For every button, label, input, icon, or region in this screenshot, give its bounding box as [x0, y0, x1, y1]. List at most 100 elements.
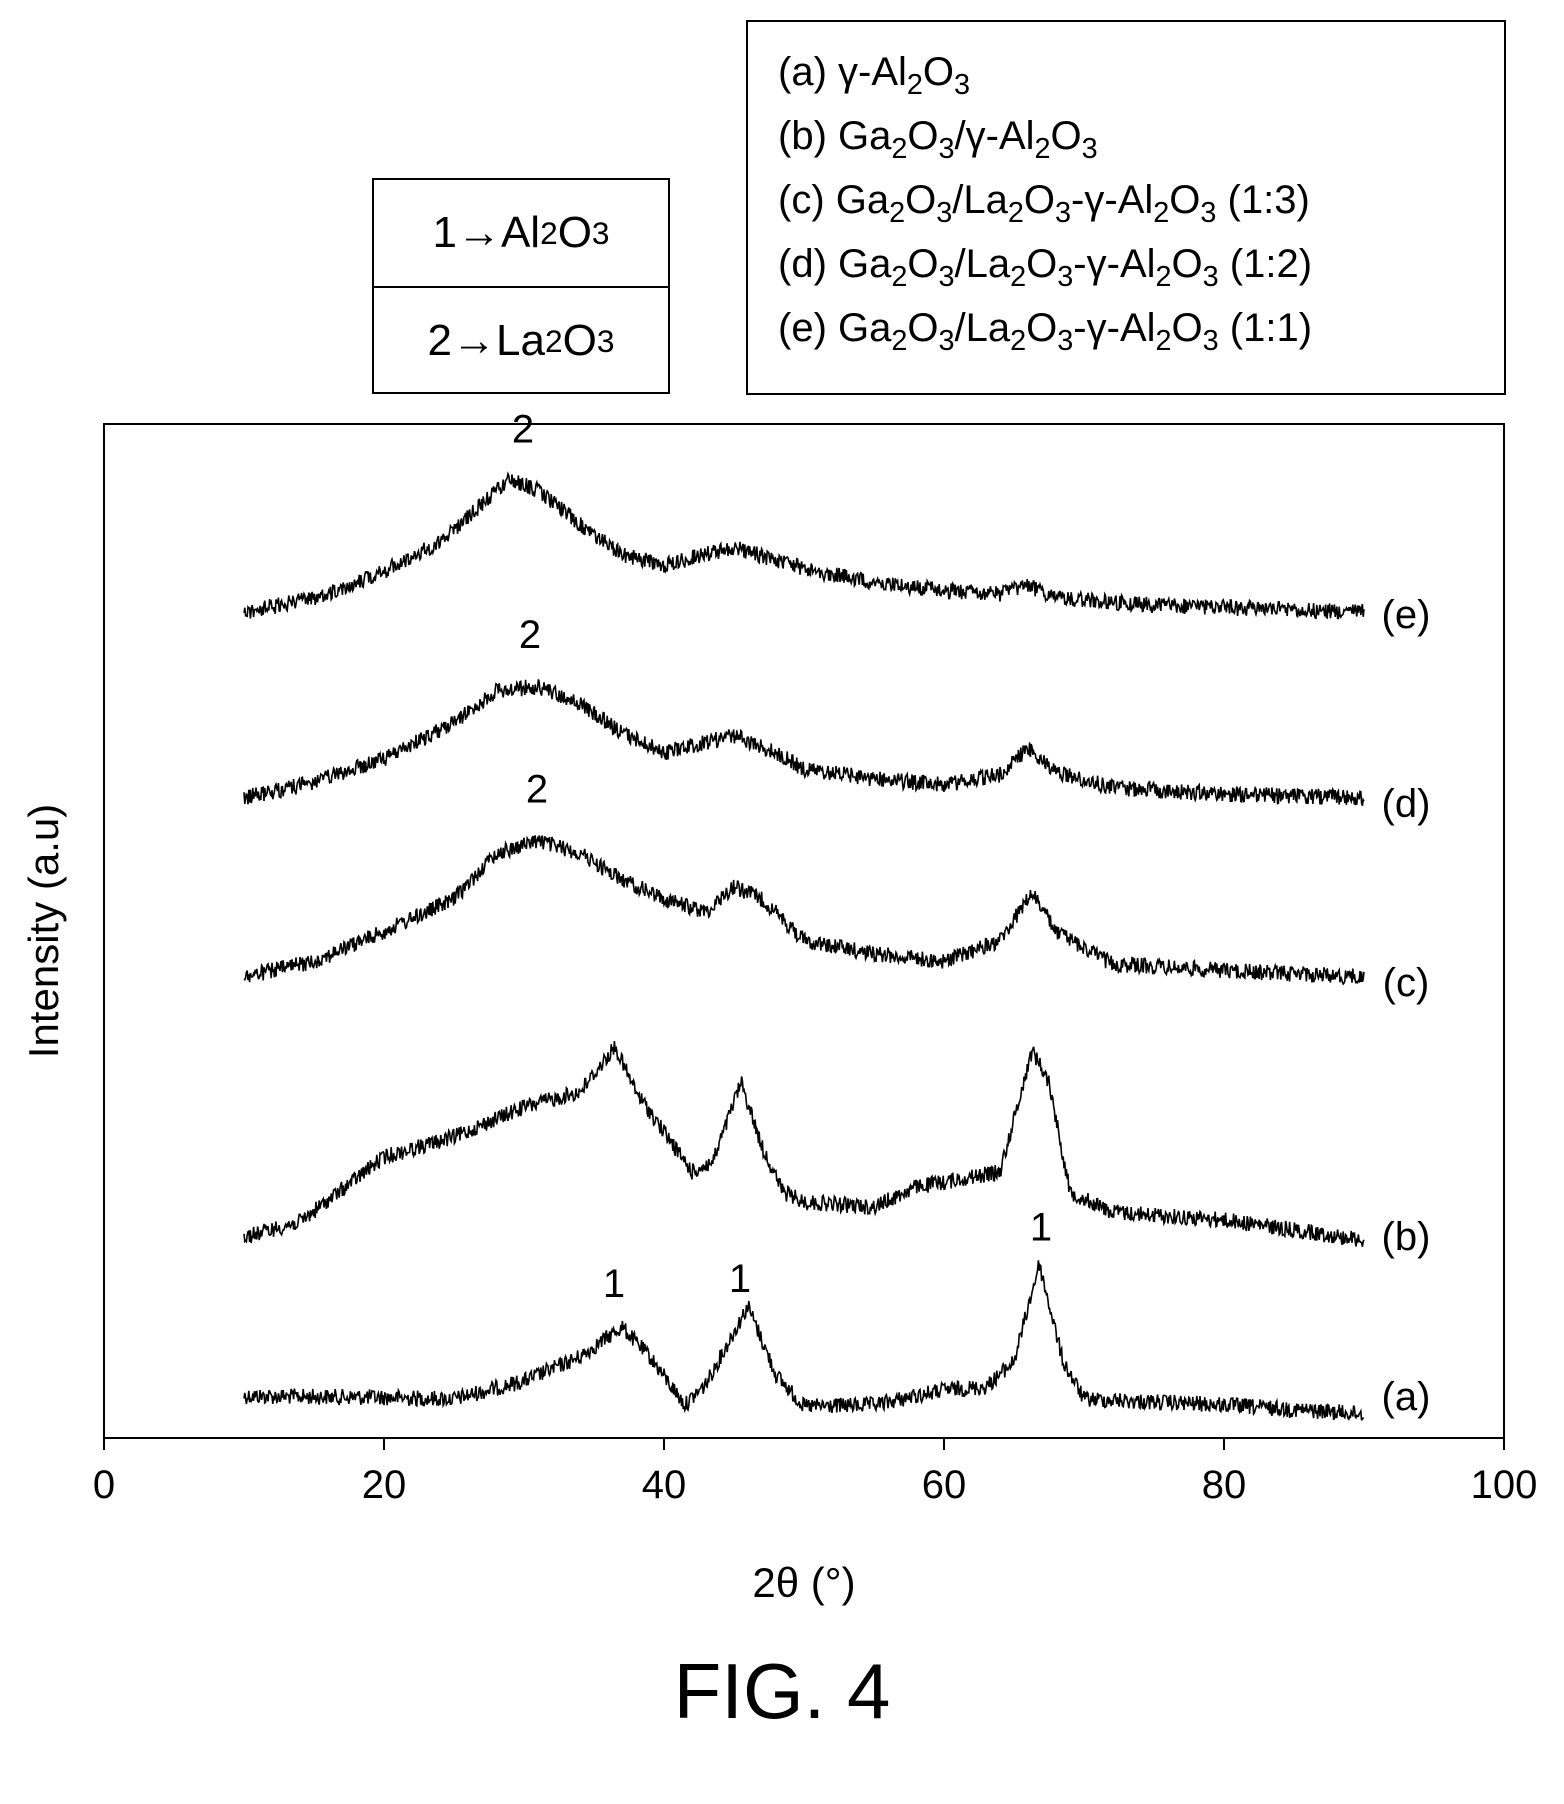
sample-label: (c) [778, 178, 825, 222]
subscript: 3 [936, 197, 953, 230]
formula-text: O [1169, 178, 1201, 222]
subscript: 2 [1010, 325, 1027, 358]
subscript: 2 [1155, 325, 1172, 358]
arrow-icon: → [452, 316, 497, 365]
formula-text: /La [954, 306, 1011, 350]
subscript: 3 [938, 261, 955, 294]
formula-text: Ga [838, 114, 892, 158]
formula-text: /La [952, 178, 1008, 222]
sample-legend-row: (c) Ga2O3/La2O3-γ-Al2O3 (1:3) [778, 168, 1504, 232]
formula-text: /γ-Al [954, 114, 1035, 158]
xrd-chart: 1 1 1 2 2 2 (a) (b) (c) (d) (e) 0 20 40 60 80 100 2θ (… [20, 407, 1538, 1606]
subscript: 2 [891, 325, 908, 358]
formula-text: Ga [838, 242, 892, 286]
subscript: 3 [1202, 325, 1219, 358]
subscript: 2 [1155, 261, 1172, 294]
formula-text: O [907, 114, 939, 158]
formula-text: (1:3) [1216, 178, 1310, 222]
formula-text: Ga [835, 178, 890, 222]
formula-text: γ-Al [838, 50, 907, 94]
subscript: 3 [1057, 325, 1074, 358]
sample-legend-row: (d) Ga2O3/La2O3-γ-Al2O3 (1:2) [778, 232, 1504, 296]
subscript: 2 [889, 197, 906, 230]
formula-text: (1:1) [1218, 306, 1313, 350]
series-label: (a) [1382, 1375, 1431, 1419]
formula-text: O [1171, 242, 1203, 286]
subscript: 3 [1200, 197, 1217, 230]
peak-label: 1 [603, 1262, 625, 1306]
x-tick-label: 40 [642, 1463, 687, 1507]
formula-text: -γ-Al [1073, 306, 1156, 350]
formula-text: O [907, 242, 939, 286]
sample-legend-row: (a) γ-Al2O3 [778, 40, 1504, 104]
sample-label: (d) [778, 242, 827, 286]
subscript: 3 [1081, 133, 1098, 166]
plot-frame [103, 423, 1505, 1439]
sample-label: (e) [778, 306, 827, 350]
figure-caption: FIG. 4 [673, 1647, 891, 1735]
formula-text: O [907, 306, 939, 350]
peak-label: 2 [519, 613, 541, 657]
x-tick-label: 60 [922, 1463, 967, 1507]
subscript: 3 [938, 133, 955, 166]
x-tick-label: 100 [1471, 1463, 1538, 1507]
sample-label: (b) [778, 114, 827, 158]
formula-text: O [557, 208, 592, 257]
formula-text: Al [500, 208, 541, 257]
peak-legend-row-2: 2 → La 2 O 3 [374, 286, 668, 394]
formula-text: -γ-Al [1071, 178, 1154, 222]
series-label: (b) [1382, 1215, 1431, 1259]
series-label: (d) [1382, 782, 1431, 826]
series-line-e [243, 471, 1365, 620]
formula-text: La [496, 316, 545, 365]
subscript: 3 [954, 69, 971, 102]
series-line-c [243, 835, 1365, 986]
formula-text: O [922, 50, 955, 94]
series-label: (e) [1382, 593, 1431, 637]
peak-label: 1 [1030, 1205, 1052, 1249]
peak-label: 2 [512, 407, 534, 451]
formula-text: -γ-Al [1073, 242, 1156, 286]
series-label: (c) [1383, 961, 1430, 1005]
formula-text: Ga [838, 306, 892, 350]
subscript: 3 [1055, 197, 1072, 230]
formula-text: O [905, 178, 937, 222]
subscript: 2 [1010, 261, 1027, 294]
peak-label: 1 [729, 1257, 751, 1301]
subscript: 2 [891, 133, 908, 166]
arrow-icon: → [456, 208, 501, 257]
series-line-b [243, 1041, 1365, 1247]
peak-label: 2 [526, 768, 548, 812]
y-axis-label: Intensity (a.u) [20, 804, 67, 1058]
subscript: 2 [1007, 197, 1024, 230]
subscript: 3 [1057, 261, 1074, 294]
formula-text: O [1023, 178, 1056, 222]
sample-label: (a) [778, 50, 827, 94]
subscript: 3 [1202, 261, 1219, 294]
peak-legend: 1 → Al 2 O 3 2 → La 2 O 3 [372, 178, 670, 394]
formula-text: O [1050, 114, 1082, 158]
subscript: 2 [891, 261, 908, 294]
sample-legend-row: (e) Ga2O3/La2O3-γ-Al2O3 (1:1) [778, 296, 1504, 360]
subscript: 3 [938, 325, 955, 358]
formula-text: O [1026, 242, 1058, 286]
peak-number: 1 [432, 208, 457, 257]
series-line-a [243, 1260, 1365, 1421]
formula-text: O [1026, 306, 1058, 350]
x-tick-label: 0 [93, 1463, 115, 1507]
peak-legend-row-1: 1 → Al 2 O 3 [432, 208, 610, 257]
x-tick-label: 20 [362, 1463, 407, 1507]
formula-text: (1:2) [1218, 242, 1313, 286]
sample-legend: (a) γ-Al2O3 (b) Ga2O3/γ-Al2O3 (c) Ga2O3/La… [746, 20, 1506, 395]
series-line-d [243, 679, 1365, 806]
x-tick-label: 80 [1202, 1463, 1247, 1507]
sample-legend-row: (b) Ga2O3/γ-Al2O3 [778, 104, 1504, 168]
formula-text: O [562, 316, 597, 365]
subscript: 2 [906, 69, 923, 102]
formula-text: O [1171, 306, 1203, 350]
subscript: 2 [1153, 197, 1170, 230]
x-axis-label: 2θ (°) [752, 1559, 855, 1606]
subscript: 2 [1034, 133, 1051, 166]
formula-text: /La [954, 242, 1011, 286]
peak-number: 2 [427, 316, 453, 365]
